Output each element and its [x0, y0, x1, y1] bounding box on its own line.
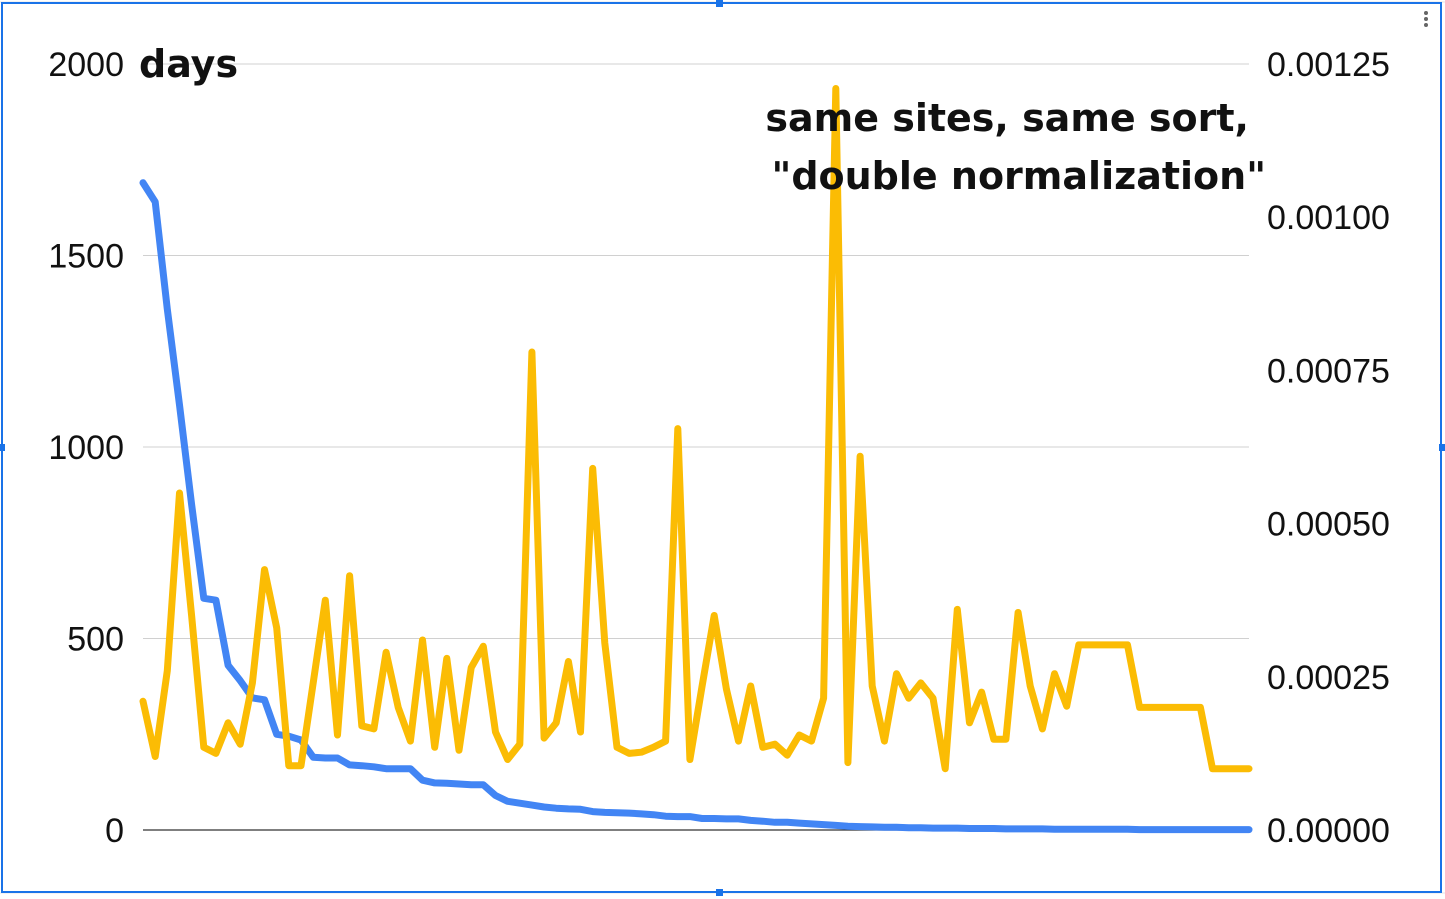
left-tick-label: 1000 [48, 429, 124, 467]
chart-title-line-1: same sites, same sort, [765, 96, 1249, 140]
chart-title-line-2: "double normalization" [772, 154, 1266, 198]
right-tick-label: 0.00000 [1267, 812, 1390, 850]
resize-handle-bottom[interactable] [716, 889, 723, 896]
right-tick-label: 0.00050 [1267, 506, 1390, 544]
resize-handle-right[interactable] [1439, 444, 1445, 451]
right-tick-label: 0.00125 [1267, 46, 1390, 84]
series-line-left[interactable] [139, 179, 1253, 834]
right-tick-label: 0.00100 [1267, 199, 1390, 237]
right-tick-label: 0.00075 [1267, 352, 1390, 390]
chart-title: same sites, same sort, "double normaliza… [765, 96, 1266, 198]
more-options-icon[interactable] [1424, 11, 1428, 27]
left-tick-label: 0 [105, 812, 124, 850]
left-tick-label: 1500 [48, 238, 124, 276]
left-tick-label: 2000 [48, 46, 124, 84]
right-axis-ticks: 0.00000 0.00025 0.00050 0.00075 0.00100 0.001… [1267, 46, 1390, 850]
left-axis-label: days [139, 42, 238, 86]
right-tick-label: 0.00025 [1267, 659, 1390, 697]
series-line-right[interactable] [139, 85, 1253, 773]
left-axis-ticks: 0 500 1000 1500 2000 [48, 46, 124, 850]
series-layer [139, 85, 1253, 834]
resize-handle-top[interactable] [716, 0, 723, 7]
left-tick-label: 500 [67, 621, 124, 659]
resize-handle-left[interactable] [0, 444, 5, 451]
